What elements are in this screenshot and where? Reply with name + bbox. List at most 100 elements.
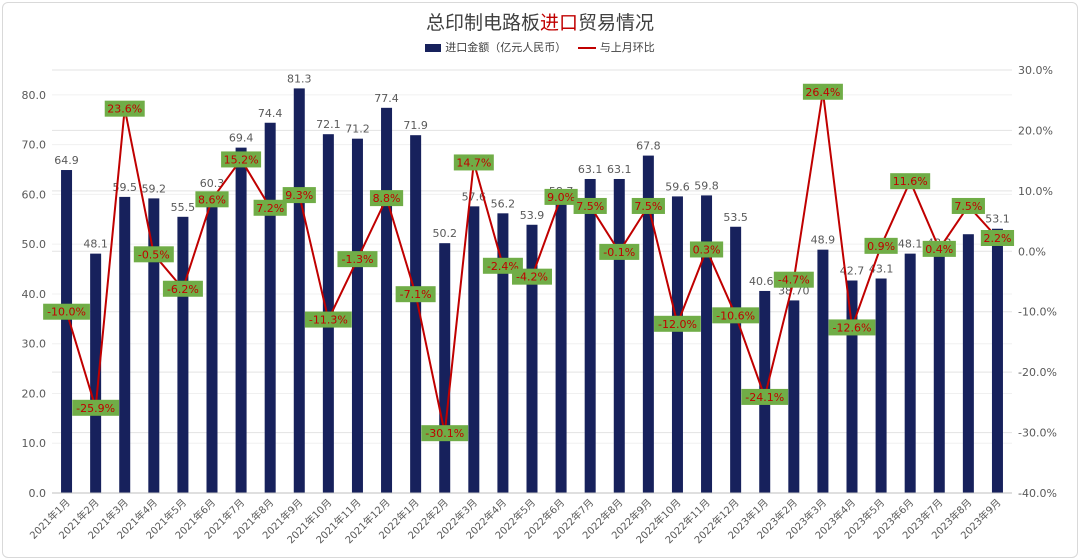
bar-value-label: 55.5 bbox=[171, 201, 196, 214]
mom-label-bg bbox=[282, 187, 316, 204]
bar-value-label: 56.2 bbox=[491, 197, 516, 210]
bar bbox=[61, 170, 73, 494]
mom-label-bg bbox=[162, 280, 203, 297]
y-right-tick-label: -10.0% bbox=[1018, 306, 1057, 319]
mom-label-bg bbox=[369, 190, 404, 207]
mom-label: 9.3% bbox=[282, 187, 316, 204]
mom-label: 14.7% bbox=[453, 154, 494, 171]
mom-label-text: -10.0% bbox=[47, 306, 86, 319]
mom-label-text: 8.8% bbox=[373, 192, 401, 205]
mom-label: -25.9% bbox=[72, 399, 120, 416]
mom-label-text: 11.6% bbox=[893, 175, 928, 188]
mom-label-text: 7.5% bbox=[576, 200, 604, 213]
y-left-tick-label: 10.0 bbox=[22, 437, 47, 450]
mom-label-text: -1.3% bbox=[341, 253, 373, 266]
mom-label: -0.5% bbox=[133, 246, 174, 263]
mom-label-text: 23.6% bbox=[107, 103, 142, 116]
legend-line-series: 与上月环比 bbox=[577, 39, 655, 55]
mom-label-bg bbox=[72, 399, 120, 416]
y-right-tick-label: 30.0% bbox=[1018, 64, 1053, 77]
mom-label-text: 7.5% bbox=[954, 200, 982, 213]
bar bbox=[177, 216, 189, 493]
bar bbox=[381, 107, 393, 494]
mom-label: 26.4% bbox=[802, 83, 843, 100]
mom-label: 15.2% bbox=[221, 151, 262, 168]
bar-value-label: 71.2 bbox=[345, 123, 370, 136]
legend-bar-swatch bbox=[425, 44, 442, 52]
mom-label: -7.1% bbox=[395, 286, 436, 303]
y-left-tick-label: 60.0 bbox=[22, 188, 47, 201]
mom-label-bg bbox=[712, 307, 760, 324]
bar bbox=[148, 198, 160, 493]
bar bbox=[642, 155, 654, 494]
bar bbox=[119, 196, 131, 493]
bar bbox=[497, 213, 509, 493]
mom-label-text: -2.4% bbox=[487, 260, 519, 273]
mom-label: -10.6% bbox=[712, 307, 760, 324]
bar bbox=[904, 253, 916, 493]
bar bbox=[962, 234, 974, 494]
bar-value-label: 53.5 bbox=[723, 211, 748, 224]
mom-label: -30.1% bbox=[421, 425, 469, 442]
mom-label-bg bbox=[828, 319, 876, 336]
mom-label-text: -12.0% bbox=[658, 318, 697, 331]
bar bbox=[439, 243, 451, 493]
bar bbox=[846, 280, 858, 493]
mom-label-text: -10.6% bbox=[716, 309, 755, 322]
mom-label: -4.7% bbox=[773, 271, 814, 288]
mom-label-bg bbox=[253, 199, 287, 216]
bar-value-label: 59.8 bbox=[694, 179, 719, 192]
mom-label: 0.3% bbox=[689, 241, 724, 258]
y-right-tick-label: 10.0% bbox=[1018, 185, 1053, 198]
mom-label: 0.9% bbox=[864, 237, 898, 254]
bar-value-label: 60.3 bbox=[200, 177, 225, 190]
chart-title: 总印制电路板进口贸易情况 bbox=[0, 8, 1080, 35]
mom-label-bg bbox=[453, 154, 494, 171]
bar-value-label: 81.3 bbox=[287, 72, 312, 85]
bar-value-label: 63.1 bbox=[578, 163, 603, 176]
y-left-tick-label: 20.0 bbox=[22, 387, 47, 400]
mom-label: -6.2% bbox=[162, 280, 203, 297]
mom-label-bg bbox=[304, 311, 352, 328]
mom-label: -11.3% bbox=[304, 311, 352, 328]
bar-value-label: 71.9 bbox=[403, 119, 428, 132]
legend-line-swatch bbox=[577, 47, 596, 49]
mom-label-bg bbox=[337, 251, 378, 268]
mom-label-text: 0.4% bbox=[925, 243, 953, 256]
bar-value-label: 57.6 bbox=[462, 190, 487, 203]
bar bbox=[293, 88, 305, 494]
bar-value-label: 59.2 bbox=[142, 182, 167, 195]
bar-value-label: 50.2 bbox=[432, 227, 457, 240]
mom-label-text: 8.6% bbox=[198, 193, 226, 206]
mom-label-bg bbox=[599, 243, 640, 260]
bar bbox=[351, 138, 363, 493]
bar bbox=[468, 206, 480, 494]
y-left-tick-label: 0.0 bbox=[29, 487, 47, 500]
mom-label: 7.5% bbox=[631, 197, 665, 214]
bar-value-label: 59.5 bbox=[112, 181, 137, 194]
mom-label-bg bbox=[980, 229, 1015, 246]
y-left-tick-label: 40.0 bbox=[22, 288, 47, 301]
bar bbox=[991, 228, 1003, 494]
bar bbox=[526, 224, 538, 493]
mom-label: 0.4% bbox=[922, 240, 956, 257]
y-right-tick-label: -30.0% bbox=[1018, 427, 1057, 440]
bar bbox=[264, 122, 276, 494]
mom-label-text: 2.2% bbox=[983, 232, 1011, 245]
mom-label-bg bbox=[104, 100, 145, 117]
bar bbox=[933, 252, 945, 493]
mom-label-text: 26.4% bbox=[805, 86, 840, 99]
mom-label-text: 0.9% bbox=[867, 240, 895, 253]
mom-label-bg bbox=[221, 151, 262, 168]
mom-label-text: -0.1% bbox=[603, 246, 635, 259]
mom-label-text: 15.2% bbox=[224, 153, 259, 166]
mom-label: 8.6% bbox=[195, 191, 229, 208]
mom-label-bg bbox=[631, 197, 665, 214]
mom-label-bg bbox=[573, 197, 607, 214]
mom-label-bg bbox=[951, 197, 985, 214]
bar-value-label: 42.7 bbox=[840, 265, 865, 278]
mom-label-text: -12.6% bbox=[833, 321, 872, 334]
bar-value-label: 53.1 bbox=[985, 213, 1010, 226]
bar-value-label: 74.4 bbox=[258, 107, 283, 120]
